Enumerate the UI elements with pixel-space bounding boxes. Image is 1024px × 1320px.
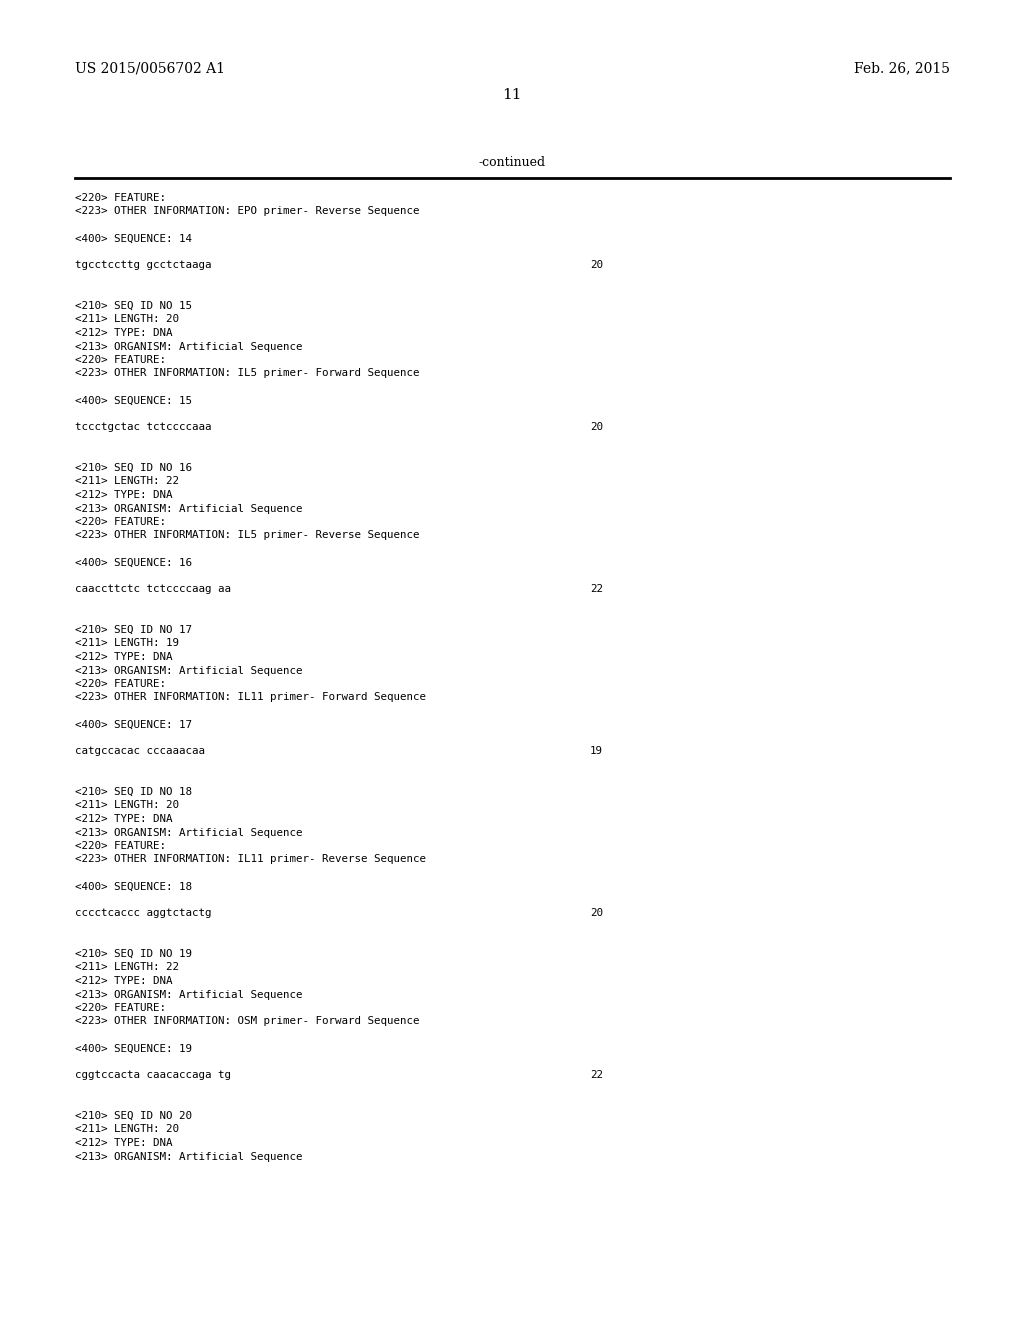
Text: <220> FEATURE:: <220> FEATURE: (75, 1003, 166, 1012)
Text: 20: 20 (590, 260, 603, 271)
Text: tgcctccttg gcctctaaga: tgcctccttg gcctctaaga (75, 260, 212, 271)
Text: <220> FEATURE:: <220> FEATURE: (75, 678, 166, 689)
Text: <210> SEQ ID NO 17: <210> SEQ ID NO 17 (75, 624, 193, 635)
Text: tccctgctac tctccccaaa: tccctgctac tctccccaaa (75, 422, 212, 433)
Text: <400> SEQUENCE: 14: <400> SEQUENCE: 14 (75, 234, 193, 243)
Text: cccctcaccc aggtctactg: cccctcaccc aggtctactg (75, 908, 212, 919)
Text: <210> SEQ ID NO 20: <210> SEQ ID NO 20 (75, 1111, 193, 1121)
Text: <220> FEATURE:: <220> FEATURE: (75, 193, 166, 203)
Text: <400> SEQUENCE: 15: <400> SEQUENCE: 15 (75, 396, 193, 405)
Text: <223> OTHER INFORMATION: IL11 primer- Reverse Sequence: <223> OTHER INFORMATION: IL11 primer- Re… (75, 854, 426, 865)
Text: <213> ORGANISM: Artificial Sequence: <213> ORGANISM: Artificial Sequence (75, 990, 302, 999)
Text: <212> TYPE: DNA: <212> TYPE: DNA (75, 327, 172, 338)
Text: <211> LENGTH: 20: <211> LENGTH: 20 (75, 800, 179, 810)
Text: 20: 20 (590, 422, 603, 433)
Text: <223> OTHER INFORMATION: IL11 primer- Forward Sequence: <223> OTHER INFORMATION: IL11 primer- Fo… (75, 693, 426, 702)
Text: 22: 22 (590, 585, 603, 594)
Text: <210> SEQ ID NO 15: <210> SEQ ID NO 15 (75, 301, 193, 312)
Text: catgccacac cccaaacaa: catgccacac cccaaacaa (75, 747, 205, 756)
Text: <212> TYPE: DNA: <212> TYPE: DNA (75, 490, 172, 500)
Text: <212> TYPE: DNA: <212> TYPE: DNA (75, 1138, 172, 1148)
Text: <211> LENGTH: 22: <211> LENGTH: 22 (75, 962, 179, 973)
Text: Feb. 26, 2015: Feb. 26, 2015 (854, 61, 950, 75)
Text: <211> LENGTH: 20: <211> LENGTH: 20 (75, 1125, 179, 1134)
Text: <213> ORGANISM: Artificial Sequence: <213> ORGANISM: Artificial Sequence (75, 503, 302, 513)
Text: <211> LENGTH: 19: <211> LENGTH: 19 (75, 639, 179, 648)
Text: <400> SEQUENCE: 19: <400> SEQUENCE: 19 (75, 1044, 193, 1053)
Text: <213> ORGANISM: Artificial Sequence: <213> ORGANISM: Artificial Sequence (75, 665, 302, 676)
Text: <210> SEQ ID NO 19: <210> SEQ ID NO 19 (75, 949, 193, 960)
Text: cggtccacta caacaccaga tg: cggtccacta caacaccaga tg (75, 1071, 231, 1081)
Text: <210> SEQ ID NO 16: <210> SEQ ID NO 16 (75, 463, 193, 473)
Text: <220> FEATURE:: <220> FEATURE: (75, 517, 166, 527)
Text: <212> TYPE: DNA: <212> TYPE: DNA (75, 652, 172, 663)
Text: <213> ORGANISM: Artificial Sequence: <213> ORGANISM: Artificial Sequence (75, 342, 302, 351)
Text: caaccttctc tctccccaag aa: caaccttctc tctccccaag aa (75, 585, 231, 594)
Text: -continued: -continued (478, 156, 546, 169)
Text: <210> SEQ ID NO 18: <210> SEQ ID NO 18 (75, 787, 193, 797)
Text: <400> SEQUENCE: 16: <400> SEQUENCE: 16 (75, 557, 193, 568)
Text: 22: 22 (590, 1071, 603, 1081)
Text: <400> SEQUENCE: 18: <400> SEQUENCE: 18 (75, 882, 193, 891)
Text: <213> ORGANISM: Artificial Sequence: <213> ORGANISM: Artificial Sequence (75, 1151, 302, 1162)
Text: <212> TYPE: DNA: <212> TYPE: DNA (75, 814, 172, 824)
Text: US 2015/0056702 A1: US 2015/0056702 A1 (75, 61, 225, 75)
Text: <211> LENGTH: 22: <211> LENGTH: 22 (75, 477, 179, 487)
Text: 20: 20 (590, 908, 603, 919)
Text: <212> TYPE: DNA: <212> TYPE: DNA (75, 975, 172, 986)
Text: <223> OTHER INFORMATION: OSM primer- Forward Sequence: <223> OTHER INFORMATION: OSM primer- For… (75, 1016, 420, 1027)
Text: <223> OTHER INFORMATION: EPO primer- Reverse Sequence: <223> OTHER INFORMATION: EPO primer- Rev… (75, 206, 420, 216)
Text: <213> ORGANISM: Artificial Sequence: <213> ORGANISM: Artificial Sequence (75, 828, 302, 837)
Text: <223> OTHER INFORMATION: IL5 primer- Reverse Sequence: <223> OTHER INFORMATION: IL5 primer- Rev… (75, 531, 420, 540)
Text: 19: 19 (590, 747, 603, 756)
Text: <223> OTHER INFORMATION: IL5 primer- Forward Sequence: <223> OTHER INFORMATION: IL5 primer- For… (75, 368, 420, 379)
Text: 11: 11 (502, 88, 522, 102)
Text: <220> FEATURE:: <220> FEATURE: (75, 355, 166, 366)
Text: <400> SEQUENCE: 17: <400> SEQUENCE: 17 (75, 719, 193, 730)
Text: <211> LENGTH: 20: <211> LENGTH: 20 (75, 314, 179, 325)
Text: <220> FEATURE:: <220> FEATURE: (75, 841, 166, 851)
